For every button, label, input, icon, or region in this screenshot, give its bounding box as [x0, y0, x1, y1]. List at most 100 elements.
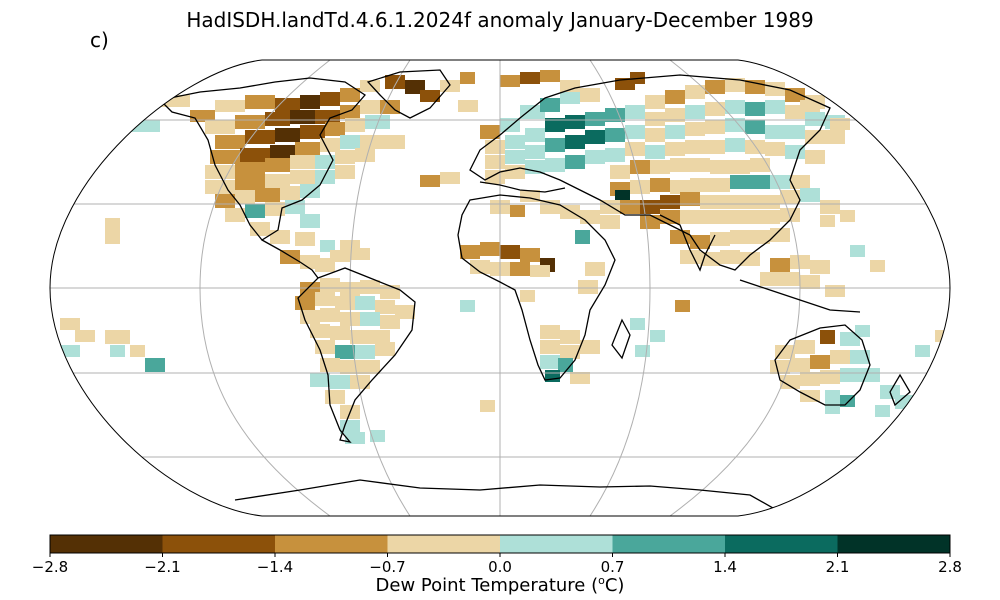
- anomaly-cell: [565, 135, 585, 149]
- anomaly-cell: [810, 355, 830, 369]
- anomaly-cell: [320, 138, 340, 152]
- anomaly-cell: [75, 330, 95, 342]
- anomaly-cell: [380, 285, 400, 299]
- anomaly-cell: [295, 296, 315, 310]
- graticule: [50, 60, 950, 516]
- anomaly-cell: [740, 252, 760, 266]
- anomaly-cell: [375, 342, 395, 356]
- anomaly-cell: [710, 160, 730, 174]
- anomaly-cell: [335, 345, 355, 359]
- anomaly-cell: [110, 345, 125, 357]
- anomaly-cell: [480, 400, 495, 412]
- anomaly-cell: [370, 430, 385, 442]
- anomaly-cell: [380, 100, 400, 114]
- anomaly-cell: [610, 165, 630, 179]
- anomaly-cell: [670, 158, 690, 172]
- map-title: HadISDH.landTd.4.6.1.2024f anomaly Janua…: [186, 8, 814, 32]
- anomaly-cell: [420, 175, 440, 187]
- anomaly-cell: [790, 255, 810, 269]
- anomaly-cell: [725, 138, 745, 152]
- anomaly-cell: [300, 95, 320, 109]
- anomaly-cell: [660, 195, 680, 209]
- anomaly-cell: [578, 280, 598, 294]
- anomaly-cell: [265, 174, 290, 188]
- anomaly-cell: [500, 245, 520, 259]
- anomaly-cell: [470, 260, 490, 274]
- colorbar-tick-8: 2.8: [938, 558, 962, 576]
- anomaly-cell: [330, 375, 350, 389]
- coastline-indonesia: [739, 279, 861, 313]
- colorbar-segment: [837, 535, 951, 553]
- anomaly-cell: [820, 215, 835, 227]
- anomaly-cell: [350, 330, 370, 344]
- anomaly-cell: [485, 155, 505, 169]
- anomaly-cell: [420, 90, 440, 102]
- anomaly-cell: [645, 112, 665, 126]
- anomaly-cell: [580, 88, 600, 102]
- anomaly-cell: [480, 125, 500, 139]
- anomaly-cell: [225, 208, 245, 222]
- anomaly-cell: [585, 150, 605, 164]
- anomaly-cell: [245, 130, 275, 144]
- anomaly-cell: [825, 130, 845, 144]
- anomaly-cell: [205, 120, 235, 134]
- anomaly-cell: [330, 326, 350, 340]
- anomaly-cell: [460, 245, 480, 259]
- anomaly-cell: [650, 178, 670, 192]
- anomaly-cell: [205, 180, 235, 194]
- anomaly-cell: [840, 210, 855, 222]
- anomaly-cell: [700, 195, 720, 209]
- anomaly-cell: [775, 345, 795, 359]
- anomaly-cell: [380, 135, 405, 149]
- anomaly-cell: [770, 258, 790, 272]
- anomaly-cell: [800, 275, 820, 289]
- colorbar-segment: [50, 535, 163, 553]
- anomaly-cell: [705, 80, 725, 94]
- anomaly-cell: [520, 105, 545, 119]
- anomaly-cell: [375, 300, 395, 314]
- anomaly-cell: [315, 292, 335, 306]
- anomaly-cell: [500, 75, 520, 87]
- anomaly-cell: [505, 135, 525, 149]
- anomaly-cell: [520, 248, 540, 262]
- anomaly-cell: [345, 118, 365, 132]
- anomaly-cell: [810, 260, 830, 274]
- anomaly-cell: [785, 88, 805, 102]
- anomaly-cell: [670, 230, 690, 244]
- anomaly-cell: [830, 350, 850, 364]
- anomaly-cell: [350, 248, 370, 260]
- meridian-60e: [589, 60, 651, 516]
- coastlines: [158, 69, 911, 513]
- coastline-new-zealand: [889, 373, 911, 407]
- anomaly-cell: [915, 345, 930, 357]
- anomaly-cell: [540, 340, 560, 354]
- meridian-120e: [669, 60, 801, 516]
- anomaly-cell: [335, 150, 355, 164]
- anomaly-cell: [210, 150, 240, 164]
- anomaly-cell: [320, 308, 340, 322]
- anomaly-cell: [540, 70, 560, 82]
- anomaly-cell: [130, 120, 160, 132]
- anomaly-cell: [725, 100, 745, 114]
- anomaly-cell: [105, 232, 120, 244]
- anomaly-cell: [290, 170, 315, 184]
- anomaly-cell: [705, 140, 725, 154]
- anomaly-cell: [265, 112, 290, 126]
- anomaly-cell: [340, 312, 360, 326]
- anomaly-cell: [325, 390, 345, 404]
- anomaly-cell: [690, 178, 710, 192]
- anomaly-cell: [355, 148, 375, 162]
- anomaly-cell: [558, 358, 573, 372]
- anomaly-cell: [680, 250, 700, 264]
- anomaly-cell: [380, 315, 400, 329]
- anomaly-cell: [520, 72, 540, 84]
- anomaly-cell: [630, 160, 650, 174]
- anomaly-cell: [560, 330, 580, 344]
- colorbar-tick-6: 1.4: [713, 558, 737, 576]
- anomaly-cell: [770, 360, 790, 374]
- anomaly-cell: [840, 368, 860, 382]
- anomaly-cell: [105, 218, 120, 232]
- anomaly-cell: [760, 210, 780, 224]
- anomaly-cell: [300, 214, 320, 228]
- colorbar: [49, 534, 951, 557]
